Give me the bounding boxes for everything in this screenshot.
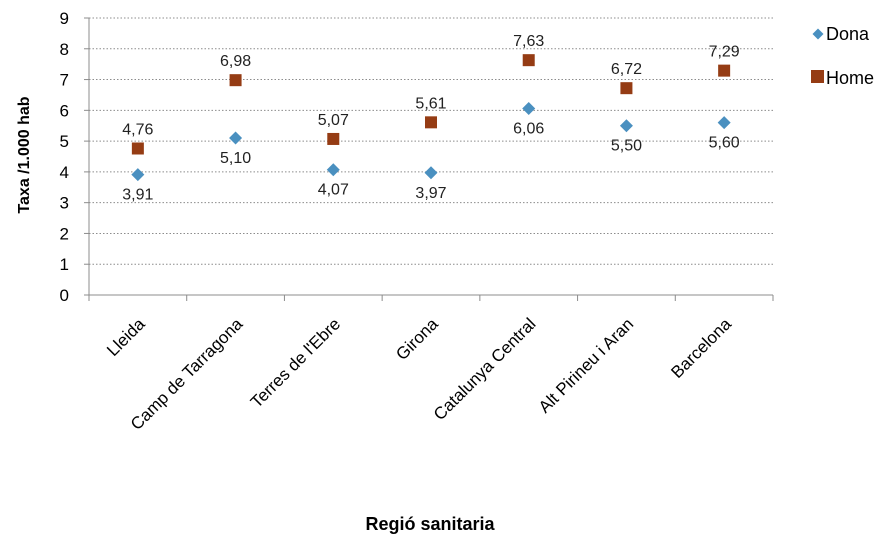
point-dona (326, 163, 340, 177)
x-category-label: Terres de l'Ebre (247, 314, 344, 411)
x-category-label: Catalunya Central (430, 314, 540, 424)
y-tick-label: 1 (60, 255, 69, 274)
x-category-label: Barcelona (667, 314, 735, 382)
y-tick-label: 5 (60, 132, 69, 151)
legend-square-icon (811, 70, 824, 83)
data-label-home: 7,29 (709, 44, 740, 61)
y-tick-label: 9 (60, 9, 69, 28)
point-home (327, 132, 340, 145)
y-tick-label: 3 (60, 194, 69, 213)
point-home (425, 116, 437, 129)
x-category-label: Camp de Tarragona (127, 314, 247, 434)
point-dona (424, 166, 438, 180)
x-category-label: Lleida (103, 314, 149, 360)
x-axis-label: Regió sanitaria (365, 514, 495, 534)
data-label-home: 5,07 (318, 112, 349, 129)
data-points (131, 54, 731, 182)
data-label-dona: 5,60 (709, 135, 740, 152)
y-tick-label: 8 (60, 40, 69, 59)
point-home (620, 82, 633, 95)
data-label-home: 5,61 (415, 95, 446, 112)
legend: Dona Home (811, 24, 874, 88)
data-label-dona: 5,10 (220, 150, 251, 167)
legend-label-dona: Dona (826, 24, 870, 44)
data-labels: 3,91 5,10 4,07 3,97 6,06 5,50 5,60 4,76 6,98 5,07… (122, 33, 740, 203)
y-tick-label: 0 (60, 286, 69, 305)
point-home (229, 74, 242, 87)
x-category-label: Girona (392, 314, 442, 364)
y-tick-label: 7 (60, 71, 69, 90)
axes (84, 17, 774, 301)
data-label-home: 7,63 (513, 33, 544, 50)
point-dona (717, 116, 731, 130)
point-dona (131, 168, 145, 182)
data-label-dona: 6,06 (513, 120, 544, 137)
point-dona (229, 131, 243, 145)
data-label-home: 6,72 (611, 61, 642, 78)
data-label-home: 6,98 (220, 53, 251, 70)
legend-label-home: Home (826, 68, 874, 88)
y-tick-label: 4 (60, 163, 69, 182)
data-label-dona: 5,50 (611, 138, 642, 155)
data-label-home: 4,76 (122, 121, 153, 138)
legend-item-dona: Dona (812, 24, 870, 44)
data-label-dona: 4,07 (318, 182, 349, 199)
point-home (718, 64, 731, 77)
y-axis-label: Taxa /1.000 hab (16, 96, 33, 213)
x-category-label: Alt Pirineu i Aran (535, 314, 637, 416)
legend-item-home: Home (811, 68, 874, 88)
data-label-dona: 3,97 (415, 185, 446, 202)
point-home (131, 142, 144, 155)
y-tick-labels: 0 1 2 3 4 5 6 7 8 9 (60, 9, 69, 305)
data-label-dona: 3,91 (122, 187, 153, 204)
point-dona (522, 101, 536, 115)
point-home (522, 54, 535, 67)
legend-diamond-icon (812, 28, 824, 40)
y-tick-label: 6 (60, 101, 69, 120)
gridlines (89, 17, 773, 265)
point-dona (619, 119, 633, 133)
y-tick-label: 2 (60, 224, 69, 243)
